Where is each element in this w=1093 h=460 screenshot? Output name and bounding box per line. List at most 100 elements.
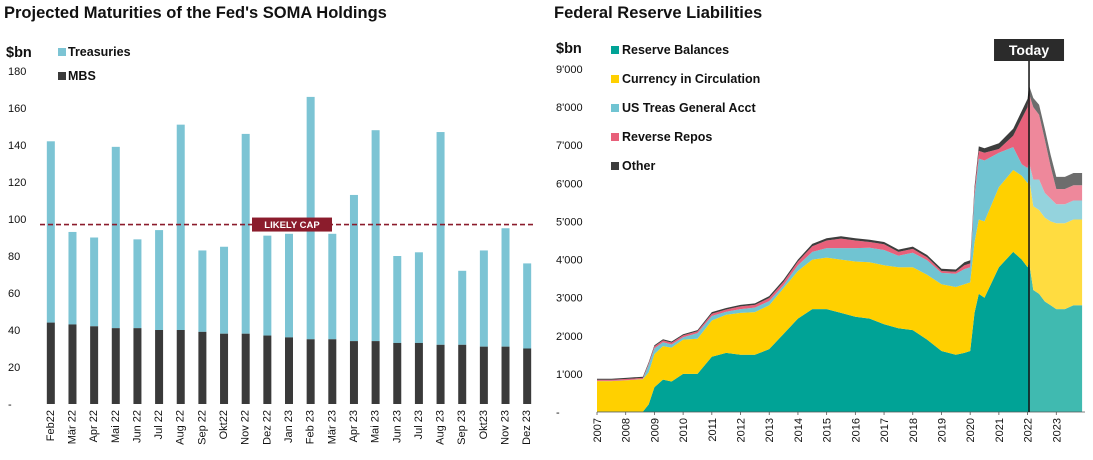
right-x-tick: 2023 [1051, 418, 1063, 442]
bar-mbs [241, 333, 250, 404]
right-legend: Reserve Balances Currency in Circulation U… [611, 43, 760, 173]
bar-treasuries [220, 246, 229, 334]
right-x-tick: 2017 [879, 418, 891, 442]
right-x-tick: 2011 [707, 418, 719, 442]
bar-treasuries [349, 194, 358, 342]
right-x-tick: 2021 [994, 418, 1006, 442]
bar-treasuries [436, 132, 445, 345]
left-x-tick: Sep 23 [456, 410, 468, 445]
right-areas [597, 64, 1085, 412]
likely-cap-line: LIKELY CAP [40, 217, 536, 232]
bar-treasuries [68, 231, 77, 325]
right-y-tick: 3'000 [556, 293, 583, 305]
bar-mbs [263, 335, 272, 404]
left-y-tick: 60 [8, 288, 20, 300]
left-y-tick: 140 [8, 140, 26, 152]
left-x-tick: Feb 23 [305, 410, 317, 444]
left-x-tick: Jan 23 [283, 410, 295, 443]
today-marker: Today [994, 39, 1065, 412]
right-x-tick: 2008 [621, 418, 633, 442]
left-x-tick: Jul 23 [413, 410, 425, 439]
left-y-tick: 20 [8, 362, 20, 374]
right-x-tick: 2013 [764, 418, 776, 442]
left-x-tick: Jun 22 [131, 410, 143, 443]
bar-treasuries [523, 263, 532, 349]
left-x-tick: Jun 23 [391, 410, 403, 443]
right-y-tick: - [556, 407, 560, 419]
bar-treasuries [285, 233, 293, 338]
right-y-tick: 7'000 [556, 140, 583, 152]
legend-label-us-treas-general-acct: US Treas General Acct [622, 101, 756, 115]
left-y-tick: 160 [8, 103, 26, 115]
right-chart-title: Federal Reserve Liabilities [554, 4, 763, 22]
bar-treasuries [133, 239, 142, 329]
right-unit-label: $bn [556, 41, 582, 57]
right-x-tick: 2019 [936, 418, 948, 442]
bar-mbs [371, 341, 380, 404]
bar-mbs [46, 322, 55, 404]
today-box [994, 39, 1065, 61]
bar-mbs [198, 331, 207, 404]
right-y-tick: 1'000 [556, 369, 583, 381]
right-y-tick: 5'000 [556, 216, 583, 228]
legend-swatch-treasuries [58, 48, 66, 56]
left-bars [46, 96, 532, 404]
left-x-tick: Apr 22 [88, 410, 100, 442]
fed-liabilities-chart: $bn - 1'000 2'000 3'000 4'000 5'000 6'000 7'000… [556, 39, 1085, 442]
right-x-tick: 2007 [592, 418, 604, 442]
left-x-tick: Aug 23 [435, 410, 447, 445]
bar-treasuries [90, 237, 99, 327]
legend-swatch-reverse-repos [611, 133, 619, 141]
left-unit-label: $bn [6, 45, 32, 61]
bar-treasuries [155, 230, 164, 330]
left-x-tick: Aug 22 [175, 410, 187, 445]
likely-cap-label: LIKELY CAP [264, 220, 320, 231]
left-y-tick: 100 [8, 214, 26, 226]
right-x-tick: 2020 [965, 418, 977, 442]
bar-mbs [176, 330, 185, 404]
bar-mbs [68, 324, 77, 404]
right-x-tick: 2012 [736, 418, 748, 442]
legend-swatch-currency-in-circulation [611, 75, 619, 83]
bar-treasuries [458, 270, 467, 345]
projection-shade [1029, 64, 1085, 412]
legend-swatch-reserve-balances [611, 46, 619, 54]
right-x-tick: 2010 [678, 418, 690, 442]
left-x-axis: Feb22 Mär 22 Apr 22 Mai 22 Jun 22 Jul 22 Aug 2… [45, 410, 533, 445]
bar-mbs [306, 339, 315, 404]
left-y-tick: - [8, 399, 12, 411]
bar-treasuries [393, 256, 402, 343]
right-x-tick: 2022 [1023, 418, 1035, 442]
left-x-tick: Apr 23 [348, 410, 360, 442]
right-x-tick: 2014 [793, 418, 805, 442]
area-reverse-repos [597, 93, 1083, 381]
bar-treasuries [46, 141, 55, 323]
left-x-tick: Mai 22 [110, 410, 122, 443]
left-y-tick: 180 [8, 66, 26, 78]
bar-mbs [111, 328, 120, 404]
bar-mbs [458, 344, 467, 404]
right-x-tick: 2016 [850, 418, 862, 442]
bar-treasuries [263, 235, 272, 336]
bar-treasuries [111, 146, 120, 329]
left-x-tick: Mär 22 [66, 410, 78, 444]
bar-mbs [285, 337, 293, 404]
right-y-tick: 4'000 [556, 255, 583, 267]
bar-mbs [436, 344, 445, 404]
bar-treasuries [371, 130, 380, 342]
left-x-tick: Nov 22 [240, 410, 252, 445]
right-x-tick: 2009 [649, 418, 661, 442]
bar-mbs [393, 342, 402, 404]
right-y-axis: - 1'000 2'000 3'000 4'000 5'000 6'000 7'000 8'00… [556, 64, 583, 419]
left-x-tick: Jul 22 [153, 410, 165, 439]
legend-label-reserve-balances: Reserve Balances [622, 43, 729, 57]
area-currency-in-circulation [597, 170, 1083, 412]
legend-label-other: Other [622, 159, 655, 173]
left-x-tick: Dez 22 [261, 410, 273, 445]
bar-mbs [349, 341, 358, 404]
bar-treasuries [328, 233, 337, 340]
bar-treasuries [414, 252, 423, 343]
right-y-tick: 6'000 [556, 178, 583, 190]
bar-treasuries [241, 133, 250, 334]
bar-mbs [133, 328, 142, 404]
